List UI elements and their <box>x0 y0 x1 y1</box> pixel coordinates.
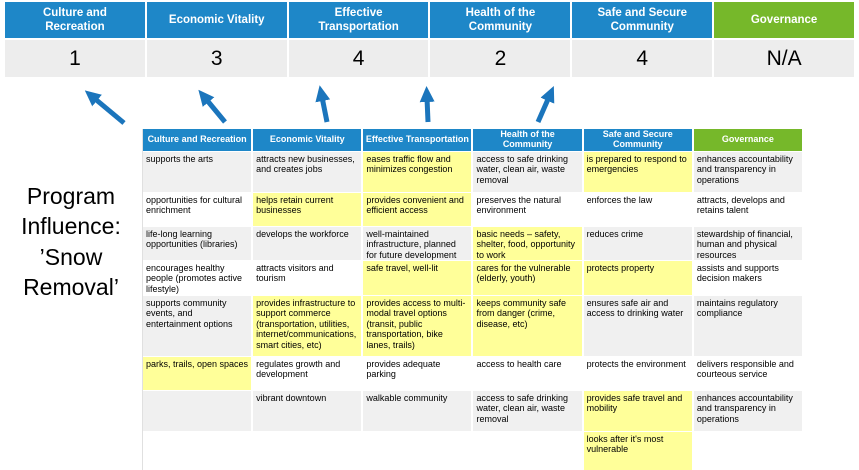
matrix-cell-r1-c6: enhances accountability and transparency… <box>693 152 802 192</box>
matrix-cell-r5-c1: supports community events, and entertain… <box>143 296 252 356</box>
category-governance: Governance <box>714 2 854 38</box>
matrix-cell-r6-c1: parks, trails, open spaces <box>143 357 252 390</box>
matrix-cell-r2-c5: enforces the law <box>583 193 692 226</box>
matrix-cell-r6-c6: delivers responsible and courteous servi… <box>693 357 802 390</box>
matrix-cell-r3-c2: develops the workforce <box>253 227 362 260</box>
matrix-cell-r2-c4: preserves the natural environment <box>473 193 582 226</box>
matrix-cell-r1-c4: access to safe drinking water, clean air… <box>473 152 582 192</box>
matrix-cell-r3-c3: well-maintained infrastructure, planned … <box>363 227 472 260</box>
matrix-header-3: Health of the Community <box>473 129 582 151</box>
matrix-cell-r6-c2: regulates growth and development <box>253 357 362 390</box>
score-effective-transportation: 4 <box>288 40 429 77</box>
matrix-cell-r7-c2: vibrant downtown <box>253 391 362 431</box>
category-economic-vitality: Economic Vitality <box>146 2 287 38</box>
program-title: Program Influence: ’Snow Removal’ <box>21 183 121 301</box>
category-header-row: Culture and Recreation Economic Vitality… <box>5 2 854 38</box>
category-health-community: Health of the Community <box>430 2 571 38</box>
matrix-cell-r2-c3: provides convenient and efficient access <box>363 193 472 226</box>
matrix-cell-r3-c1: life-long learning opportunities (librar… <box>143 227 252 260</box>
matrix-cell-r7-c5: provides safe travel and mobility <box>583 391 692 431</box>
matrix-cell-r1-c5: is prepared to respond to emergencies <box>583 152 692 192</box>
matrix-cell-r4-c6: assists and supports decision makers <box>693 261 802 295</box>
matrix-cell-r5-c5: ensures safe air and access to drinking … <box>583 296 692 356</box>
category-safe-secure-community: Safe and Secure Community <box>572 2 713 38</box>
matrix-cell-r7-c4: access to safe drinking water, clean air… <box>473 391 582 431</box>
matrix-cell-r8-c1 <box>143 432 252 470</box>
matrix-cell-r8-c6 <box>693 432 802 470</box>
matrix-cell-r4-c2: attracts visitors and tourism <box>253 261 362 295</box>
matrix-cell-r2-c1: opportunities for cultural enrichment <box>143 193 252 226</box>
matrix-cell-r8-c3 <box>363 432 472 470</box>
arrow-safe-icon <box>535 86 555 124</box>
category-effective-transportation: Effective Transportation <box>288 2 429 38</box>
matrix-cell-r7-c1 <box>143 391 252 431</box>
matrix-cell-r2-c6: attracts, develops and retains talent <box>693 193 802 226</box>
matrix-cell-r4-c3: safe travel, well-lit <box>363 261 472 295</box>
category-culture-recreation: Culture and Recreation <box>5 2 145 38</box>
arrow-transportation-icon <box>315 85 331 123</box>
matrix-cell-r3-c4: basic needs – safety, shelter, food, opp… <box>473 227 582 260</box>
matrix-cell-r6-c4: access to health care <box>473 357 582 390</box>
matrix-cell-r3-c6: stewardship of financial, human and phys… <box>693 227 802 260</box>
matrix-cell-r4-c1: encourages healthy people (promotes acti… <box>143 261 252 295</box>
matrix-cell-r1-c1: supports the arts <box>143 152 252 192</box>
score-economic-vitality: 3 <box>146 40 287 77</box>
score-governance: N/A <box>714 40 854 77</box>
influence-arrows <box>84 85 555 125</box>
score-health-community: 2 <box>430 40 571 77</box>
matrix-cell-r5-c6: maintains regulatory compliance <box>693 296 802 356</box>
matrix-header-1: Economic Vitality <box>253 129 362 151</box>
matrix-cell-r7-c6: enhances accountability and transparency… <box>693 391 802 431</box>
matrix-header-4: Safe and Secure Community <box>583 129 692 151</box>
matrix-cell-r6-c5: protects the environment <box>583 357 692 390</box>
matrix-cell-r4-c4: cares for the vulnerable (elderly, youth… <box>473 261 582 295</box>
score-row: 1 3 4 2 4 N/A <box>5 40 854 77</box>
matrix-cell-r1-c3: eases traffic flow and minimizes congest… <box>363 152 472 192</box>
arrow-health-icon <box>419 86 435 123</box>
matrix-header-0: Culture and Recreation <box>143 129 252 151</box>
matrix-cell-r8-c2 <box>253 432 362 470</box>
matrix-cell-r8-c4 <box>473 432 582 470</box>
arrow-economic-icon <box>198 89 227 124</box>
matrix-cell-r5-c3: provides access to multi-modal travel op… <box>363 296 472 356</box>
matrix-cell-r6-c3: provides adequate parking <box>363 357 472 390</box>
matrix-cell-r7-c3: walkable community <box>363 391 472 431</box>
matrix-header-5: Governance <box>693 129 802 151</box>
matrix-cell-r5-c2: provides infrastructure to support comme… <box>253 296 362 356</box>
matrix-header-2: Effective Transportation <box>363 129 472 151</box>
score-culture-recreation: 1 <box>5 40 145 77</box>
matrix-table: Culture and Recreation Economic Vitality E… <box>142 129 802 470</box>
arrow-culture-icon <box>84 90 126 125</box>
matrix-cell-r5-c4: keeps community safe from danger (crime,… <box>473 296 582 356</box>
matrix-cell-r2-c2: helps retain current businesses <box>253 193 362 226</box>
matrix-cell-r8-c5: looks after it's most vulnerable <box>583 432 692 470</box>
matrix-cell-r1-c2: attracts new businesses, and creates job… <box>253 152 362 192</box>
matrix-cell-r3-c5: reduces crime <box>583 227 692 260</box>
score-safe-secure-community: 4 <box>572 40 713 77</box>
matrix-cell-r4-c5: protects property <box>583 261 692 295</box>
